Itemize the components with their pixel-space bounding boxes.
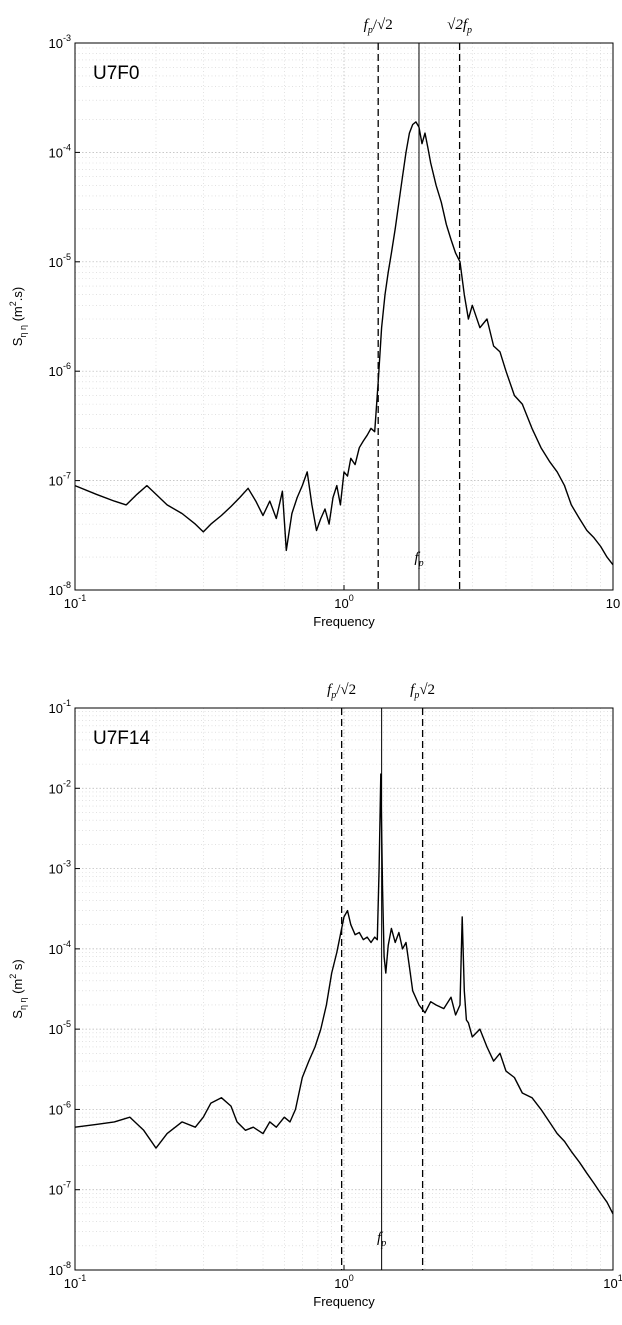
x-tick-label: 10-1 (64, 593, 86, 611)
x-axis-label: Frequency (313, 1294, 375, 1309)
bottom-spectrum-panel: fp/√2 fp fp√2 10-1 100 101 10-8 10-7 10-6 10-5 10-… (8, 682, 622, 1309)
y-tick-label: 10-2 (49, 778, 71, 796)
x-tick-label: 10 (606, 596, 620, 611)
y-tick-label: 10-7 (49, 1180, 71, 1198)
x-tick-label: 100 (334, 593, 353, 611)
y-axis-label: Sη η (m2 s) (8, 959, 28, 1018)
y-tick-label: 10-6 (49, 361, 71, 379)
y-tick-label: 10-6 (49, 1099, 71, 1117)
panel-label: U7F0 (93, 63, 139, 84)
spectrum-line (74, 773, 614, 1215)
x-tick-label: 101 (603, 1273, 622, 1291)
reference-line-label: fp (377, 1230, 386, 1249)
reference-line-label: fp/√2 (364, 17, 393, 36)
x-axis-label: Frequency (313, 614, 375, 629)
y-tick-label: 10-5 (49, 1019, 71, 1037)
panel-label: U7F14 (93, 728, 150, 749)
y-tick-label: 10-8 (49, 580, 71, 598)
y-tick-label: 10-5 (49, 252, 71, 270)
reference-line-label: √2fp (447, 17, 472, 36)
y-tick-label: 10-8 (49, 1260, 71, 1278)
reference-line-label: fp (414, 550, 423, 569)
y-tick-label: 10-4 (49, 939, 71, 957)
y-tick-label: 10-3 (49, 859, 71, 877)
top-spectrum-panel: fp/√2 fp √2fp 10-1 100 10 10-8 10-7 10-6 10-5 10-4… (8, 17, 620, 629)
x-tick-label: 10-1 (64, 1273, 86, 1291)
y-tick-label: 10-4 (49, 142, 71, 160)
y-tick-label: 10-3 (49, 33, 71, 51)
y-tick-label: 10-7 (49, 471, 71, 489)
x-tick-label: 100 (334, 1273, 353, 1291)
y-tick-label: 10-1 (49, 698, 71, 716)
reference-line-label: fp/√2 (327, 682, 356, 701)
y-axis-label: Sη η (m2.s) (8, 287, 28, 346)
reference-line-label: fp√2 (410, 682, 435, 701)
spectrum-line (74, 121, 614, 566)
